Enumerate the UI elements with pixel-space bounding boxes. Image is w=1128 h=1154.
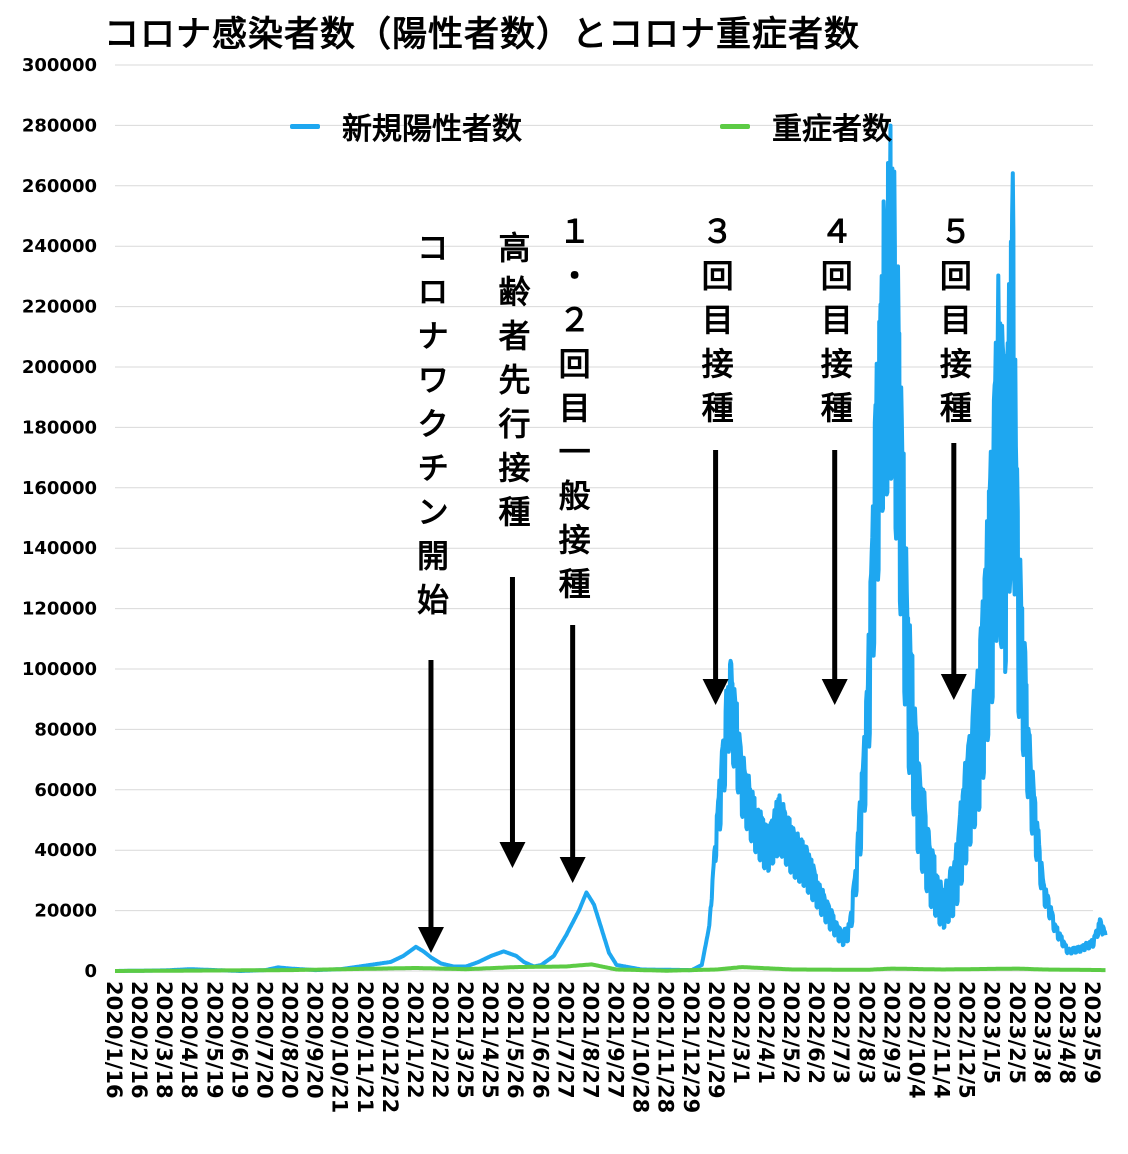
annotation-text: ３回目接種 [696,215,735,435]
y-tick-label: 280000 [22,115,97,136]
x-tick-label: 2022/5/2 [779,981,803,1084]
y-tick-label: 300000 [22,55,97,76]
x-tick-label: 2020/6/19 [227,981,251,1099]
x-tick-label: 2022/8/3 [854,981,878,1084]
annotation-arrow-head [702,679,729,705]
x-tick-label: 2022/7/3 [829,981,853,1084]
x-tick-label: 2020/5/19 [202,981,226,1099]
x-tick-label: 2020/3/18 [152,981,176,1099]
x-tick-label: 2023/5/9 [1080,981,1104,1084]
y-tick-labels: 0 20000 40000 60000 80000 100000 120000 140000 1… [22,55,97,982]
y-tick-label: 20000 [34,901,97,922]
x-tick-label: 2020/11/21 [353,981,377,1113]
annotation-label: １・２回目一般接種 [553,215,593,611]
x-tick-label: 2021/9/27 [604,981,628,1099]
x-tick-label: 2022/1/29 [704,981,728,1099]
y-tick-label: 200000 [22,357,97,378]
annotation-arrow-head [821,679,848,705]
y-tick-label: 40000 [34,840,97,861]
annotation-label: コロナワクチン開始 [411,231,451,627]
x-tick-label: 2020/1/16 [102,981,126,1099]
x-tick-label: 2021/4/25 [478,981,502,1099]
legend-item-severe: 重症者数 [720,104,892,148]
annotation-text: コロナワクチン開始 [411,231,450,627]
x-tick-label: 2020/12/22 [378,981,402,1113]
y-tick-label: 120000 [22,599,97,620]
x-tick-label: 2020/10/21 [328,981,352,1113]
annotation-arrow-head [559,857,586,883]
y-tick-label: 220000 [22,297,97,318]
annotation-text: １・２回目一般接種 [553,215,592,611]
x-tick-label: 2021/8/27 [578,981,602,1099]
series-lines [113,123,1108,973]
x-tick-label: 2021/1/22 [403,981,427,1099]
x-tick-label: 2021/10/28 [629,981,653,1113]
annotation-label: 高齢者先行接種 [492,231,532,539]
x-tick-label: 2021/2/22 [428,981,452,1099]
annotation-text: ５回目接種 [934,215,973,435]
x-tick-label: 2021/6/26 [528,981,552,1099]
x-tick-label: 2021/7/27 [553,981,577,1099]
y-tick-label: 260000 [22,176,97,197]
annotation-label: ５回目接種 [934,215,974,435]
series-line-1 [114,962,1107,973]
x-tick-label: 2021/12/29 [679,981,703,1113]
annotation-arrow-head [940,674,967,700]
y-tick-label: 160000 [22,478,97,499]
x-tick-label: 2023/1/5 [980,981,1004,1084]
y-tick-label: 100000 [22,659,97,680]
x-tick-label: 2021/5/26 [503,981,527,1099]
annotation-label: ３回目接種 [696,215,736,435]
x-tick-label: 2023/4/8 [1055,981,1079,1084]
y-gridlines [115,64,1093,972]
annotation-arrow-head [417,927,444,953]
legend-item-positive: 新規陽性者数 [290,104,522,148]
chart-title: コロナ感染者数（陽性者数）とコロナ重症者数 [104,15,861,55]
x-tick-label: 2022/9/3 [879,981,903,1084]
x-tick-label: 2020/7/20 [252,981,276,1099]
x-tick-label: 2021/3/25 [453,981,477,1099]
y-tick-label: 240000 [22,236,97,257]
y-tick-label: 80000 [34,719,97,740]
x-tick-label: 2020/8/20 [278,981,302,1099]
annotation-arrows [417,443,967,953]
legend-label-severe: 重症者数 [772,112,892,147]
x-tick-label: 2020/4/18 [177,981,201,1099]
y-tick-label: 180000 [22,417,97,438]
x-tick-labels: 2020/1/16 2020/2/16 2020/3/18 2020/4/18 2020… [102,981,1104,1113]
legend-swatch-severe [720,123,750,129]
y-tick-label: 0 [84,961,97,982]
legend-label-positive: 新規陽性者数 [342,112,522,147]
x-tick-label: 2022/10/4 [904,981,928,1099]
x-tick-label: 2020/2/16 [127,981,151,1099]
x-tick-label: 2022/12/5 [955,981,979,1099]
x-tick-label: 2020/9/20 [303,981,327,1099]
x-tick-label: 2022/11/4 [930,981,954,1099]
y-tick-label: 60000 [34,780,97,801]
annotation-label: ４回目接種 [815,215,855,435]
x-tick-label: 2022/6/2 [804,981,828,1084]
x-tick-label: 2023/2/5 [1005,981,1029,1084]
series-line-0 [113,123,1108,973]
annotation-arrow-head [499,842,526,868]
x-tick-label: 2021/11/28 [654,981,678,1113]
x-tick-label: 2023/3/8 [1030,981,1054,1084]
annotation-text: 高齢者先行接種 [493,231,532,539]
legend-swatch-positive [290,123,320,129]
y-tick-label: 140000 [22,538,97,559]
annotation-text: ４回目接種 [815,215,854,435]
x-tick-label: 2022/4/1 [754,981,778,1084]
x-tick-label: 2022/3/1 [729,981,753,1084]
